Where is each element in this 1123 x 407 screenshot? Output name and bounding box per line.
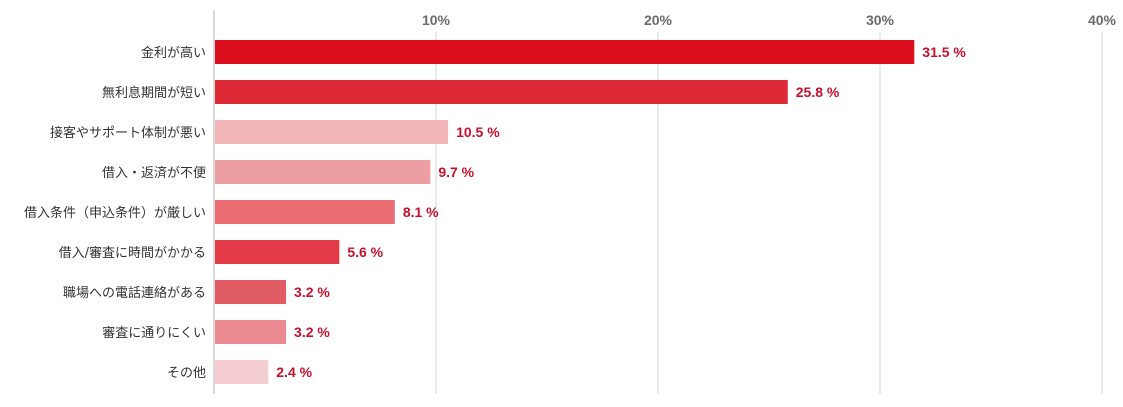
bar-8 <box>215 360 269 384</box>
value-label: 9.7 % <box>438 164 474 180</box>
value-label: 5.6 % <box>347 244 383 260</box>
value-label: 31.5 % <box>922 44 966 60</box>
value-label: 2.4 % <box>276 364 312 380</box>
category-label: 借入・返済が不便 <box>102 165 206 181</box>
category-label: 借入/審査に時間がかかる <box>59 246 206 261</box>
x-tick-label: 40% <box>1088 12 1117 28</box>
category-label: 審査に通りにくい <box>102 326 206 341</box>
bar-2 <box>215 120 449 144</box>
value-labels: 31.5 % 25.8 % 10.5 % 9.7 % 8.1 % 5.6 % 3.2 % 3.… <box>276 44 966 380</box>
x-tick-label: 20% <box>644 12 673 28</box>
category-label: 無利息期間が短い <box>102 85 206 101</box>
bar-1 <box>215 80 788 104</box>
bar-6 <box>215 280 287 304</box>
value-label: 25.8 % <box>796 84 840 100</box>
x-tick-label: 30% <box>866 12 895 28</box>
x-tick-label: 10% <box>422 12 451 28</box>
value-label: 3.2 % <box>294 324 330 340</box>
bar-5 <box>215 240 340 264</box>
category-labels: 金利が高い無利息期間が短い接客やサポート体制が悪い借入・返済が不便借入条件（申込… <box>24 45 206 381</box>
bar-7 <box>215 320 287 344</box>
category-label: 接客やサポート体制が悪い <box>50 125 206 141</box>
bars <box>215 40 915 384</box>
bar-3 <box>215 160 431 184</box>
category-label: 金利が高い <box>141 45 206 61</box>
category-label: 借入条件（申込条件）が厳しい <box>24 205 206 221</box>
x-axis-ticks: 10% 20% 30% 40% <box>422 12 1117 28</box>
category-label: その他 <box>167 366 206 381</box>
value-label: 8.1 % <box>403 204 439 220</box>
value-label: 10.5 % <box>456 124 500 140</box>
value-label: 3.2 % <box>294 284 330 300</box>
category-label: 職場への電話連絡がある <box>63 285 206 301</box>
bar-0 <box>215 40 915 64</box>
bar-4 <box>215 200 395 224</box>
